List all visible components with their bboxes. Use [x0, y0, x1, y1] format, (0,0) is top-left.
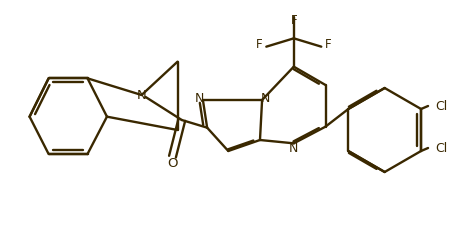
Text: F: F: [291, 14, 297, 27]
Text: F: F: [256, 38, 263, 51]
Text: Cl: Cl: [435, 141, 447, 154]
Text: F: F: [325, 38, 332, 51]
Text: N: N: [260, 92, 270, 104]
Text: N: N: [195, 92, 205, 104]
Text: Cl: Cl: [435, 99, 447, 113]
Text: O: O: [167, 157, 178, 170]
Text: N: N: [289, 142, 299, 155]
Text: N: N: [137, 88, 146, 102]
